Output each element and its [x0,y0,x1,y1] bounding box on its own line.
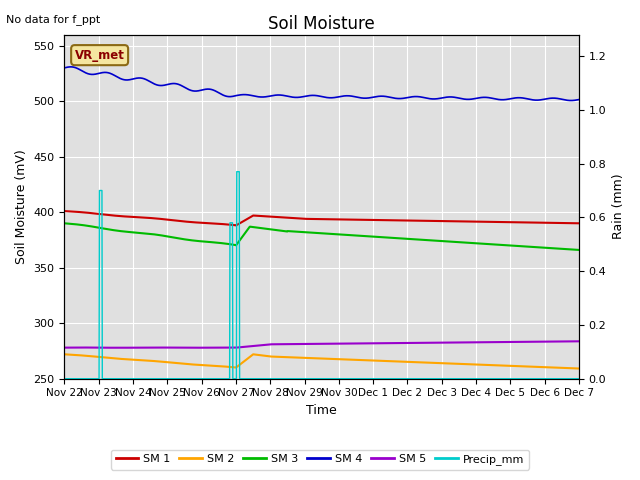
Legend: SM 1, SM 2, SM 3, SM 4, SM 5, Precip_mm: SM 1, SM 2, SM 3, SM 4, SM 5, Precip_mm [111,450,529,469]
Text: VR_met: VR_met [75,48,125,61]
Y-axis label: Soil Moisture (mV): Soil Moisture (mV) [15,149,28,264]
Y-axis label: Rain (mm): Rain (mm) [612,174,625,240]
Text: No data for f_ppt: No data for f_ppt [6,14,100,25]
X-axis label: Time: Time [307,404,337,417]
Title: Soil Moisture: Soil Moisture [268,15,375,33]
